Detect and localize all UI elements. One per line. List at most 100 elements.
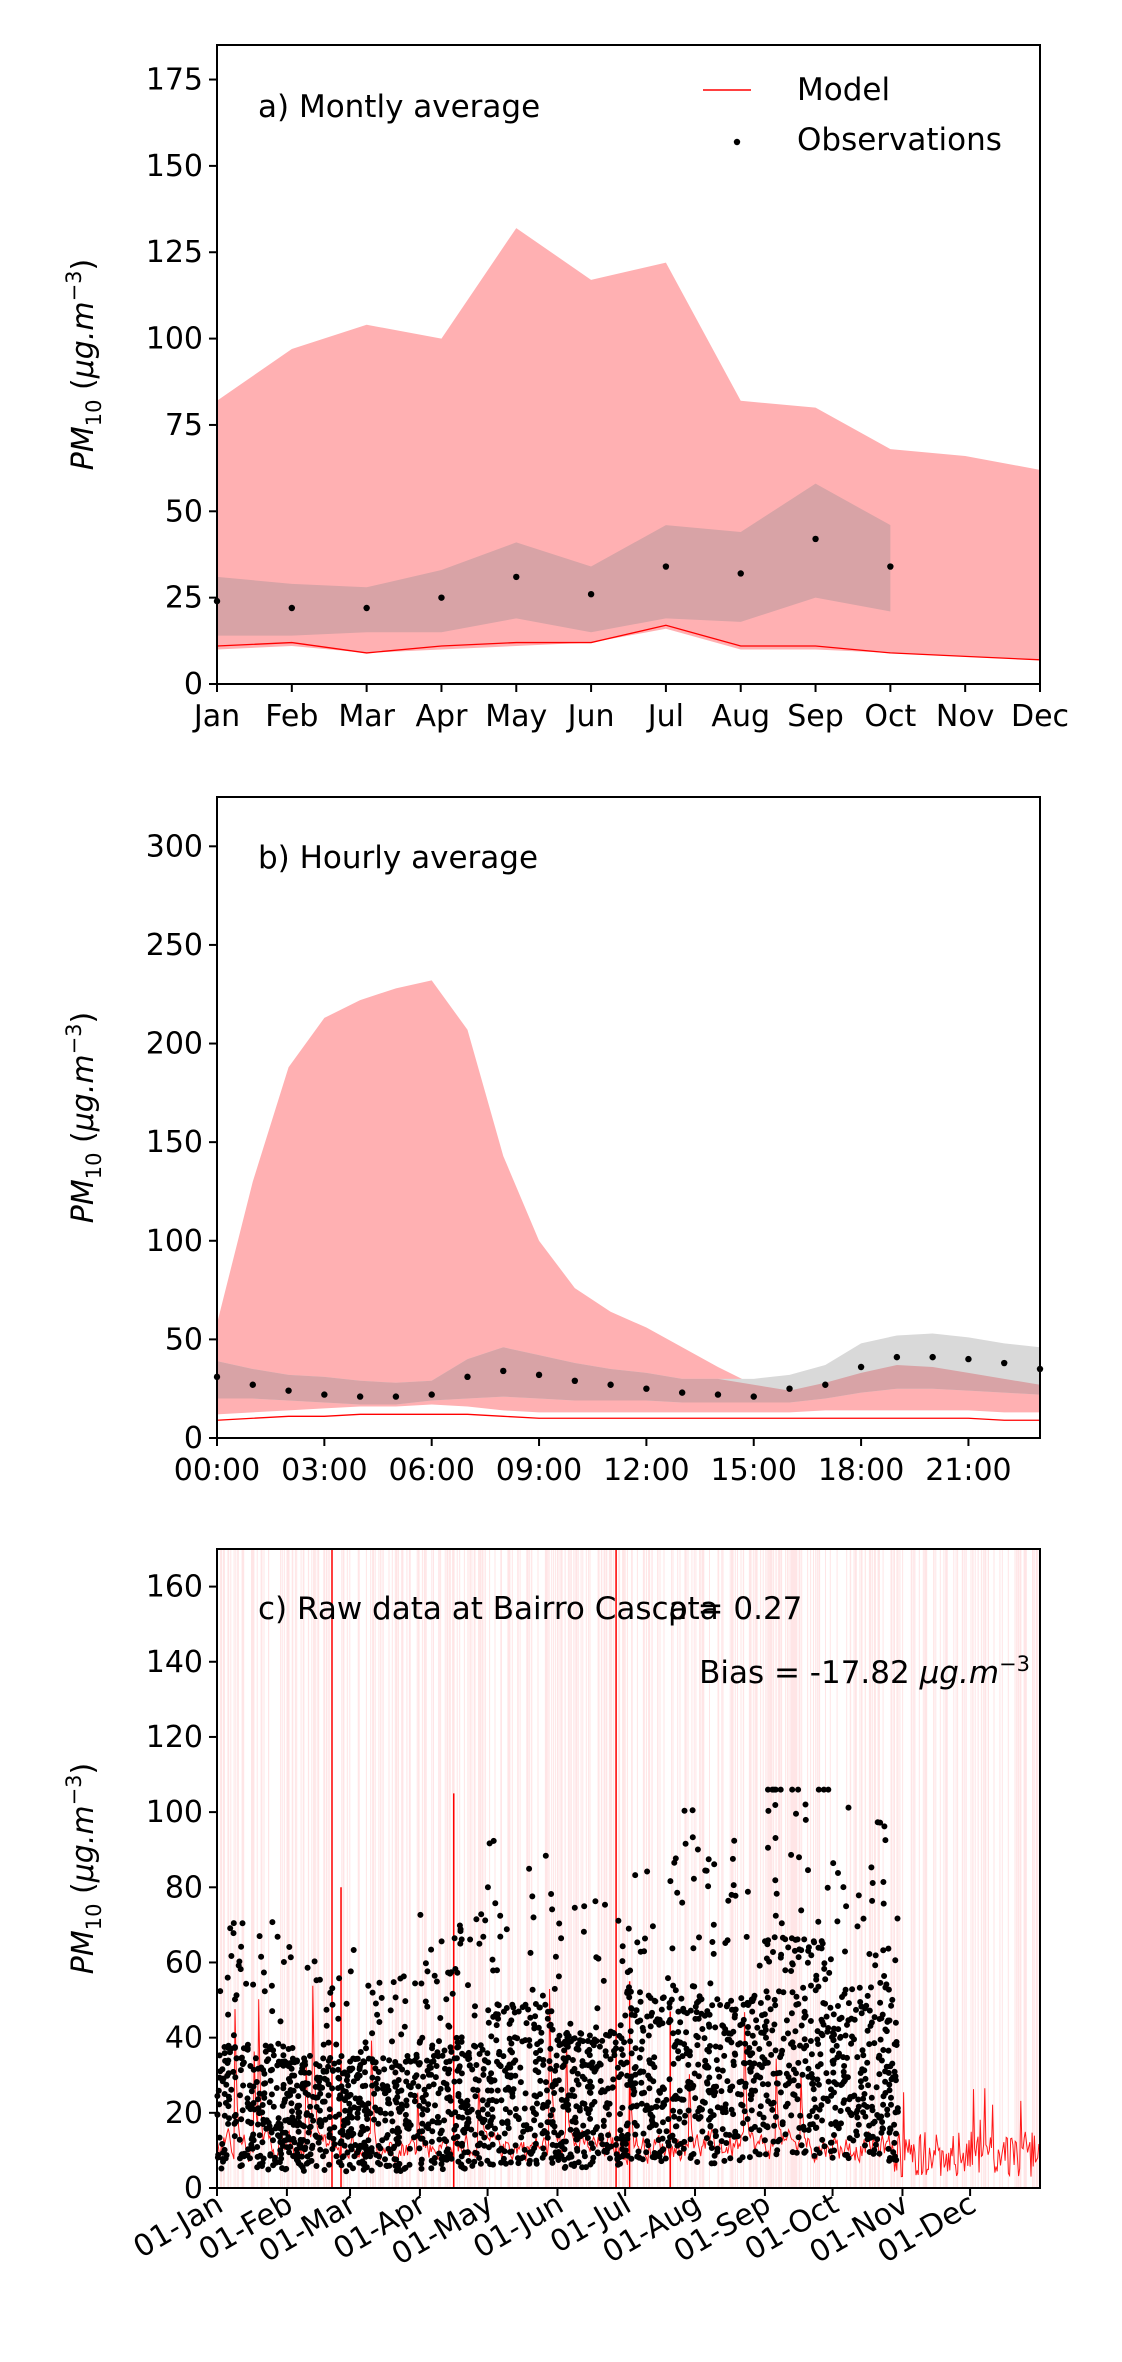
- observation-point: [965, 1355, 972, 1363]
- observation-point: [428, 1391, 435, 1398]
- y-tick-label: 0: [184, 2171, 203, 2206]
- panel-c: 02040608010012014016001-Jan01-Feb01-Mar0…: [128, 1548, 1041, 2272]
- panel-b: 0 50 100 150 200 250 300 00:00 03:00 06:00 09:00 12…: [146, 796, 1044, 1488]
- y-tick-label: 75: [165, 408, 203, 443]
- observation-point: [678, 1389, 686, 1396]
- unit-close: ): [66, 1012, 101, 1024]
- observation-point: [535, 1371, 543, 1379]
- bias-unit-exponent: −3: [999, 1652, 1030, 1676]
- observation-point: [737, 570, 744, 577]
- observation-point: [857, 1363, 865, 1371]
- x-tick-label: Sep: [787, 699, 844, 734]
- unit-close: ): [66, 1763, 101, 1775]
- panel-a: 0 25 50 75 100 125 150 175 Jan Feb Mar Apr May Jun Jul…: [146, 44, 1069, 734]
- x-tick-label: Jun: [566, 699, 615, 734]
- pm-subscript: 10: [82, 1904, 106, 1931]
- observation-point: [464, 1373, 471, 1381]
- observation-point: [513, 573, 520, 581]
- plot-frame: [216, 796, 1041, 1439]
- observation-range-band: [217, 483, 891, 636]
- observation-point: [363, 604, 370, 612]
- unit-close: ): [66, 259, 101, 271]
- legend-observations-swatch: [733, 138, 741, 146]
- y-tick-label: 160: [146, 1570, 203, 1605]
- y-tick-label: 20: [165, 2096, 203, 2131]
- y-tick-label: 80: [165, 1870, 203, 1905]
- panel-title: a) Montly average: [258, 89, 540, 125]
- unit-mu: μg.m: [66, 1054, 101, 1132]
- observation-point: [500, 1367, 507, 1375]
- y-tick-label: 300: [146, 829, 203, 864]
- y-axis-label-text: PM10 (μg.m−3): [62, 1012, 106, 1224]
- x-tick-label: 21:00: [925, 1453, 1011, 1488]
- x-tick-label: Oct: [864, 699, 916, 734]
- y-axis-label-text: PM10 (μg.m−3): [62, 259, 106, 471]
- observation-point: [714, 1391, 722, 1398]
- x-tick-label: Jul: [646, 699, 684, 734]
- observation-point: [607, 1381, 614, 1388]
- y-tick-label: 175: [146, 63, 203, 98]
- observation-point: [392, 1393, 400, 1400]
- observation-point: [662, 563, 670, 570]
- y-tick-label: 120: [146, 1720, 203, 1755]
- y-axis-label: PM10 (μg.m−3): [62, 1763, 106, 1975]
- unit-exponent: −3: [62, 270, 86, 301]
- y-tick-label: 50: [165, 494, 203, 529]
- y-tick-label: 125: [146, 235, 203, 270]
- bias-label: Bias = -17.82 μg.m−3: [699, 1652, 1030, 1691]
- y-tick-label: 100: [146, 1224, 203, 1259]
- observation-point: [321, 1391, 328, 1398]
- pm-symbol: PM: [66, 1179, 101, 1223]
- observation-point: [822, 1381, 829, 1388]
- x-tick-label: 18:00: [818, 1453, 904, 1488]
- bias-unit: μg.m: [919, 1655, 999, 1691]
- observation-point: [288, 604, 296, 612]
- x-tick-label: Feb: [265, 699, 318, 734]
- observation-point: [438, 594, 445, 601]
- panel-title: b) Hourly average: [258, 840, 538, 876]
- observation-point: [249, 1381, 256, 1388]
- y-tick-label: 0: [184, 667, 203, 702]
- x-tick-label: 06:00: [388, 1453, 474, 1488]
- y-tick-label: 50: [165, 1322, 203, 1357]
- x-tick-label: 09:00: [496, 1453, 582, 1488]
- unit-open: (: [66, 1882, 101, 1903]
- y-tick-label: 200: [146, 1027, 203, 1062]
- legend-observations-label: Observations: [797, 122, 1002, 158]
- observation-point: [929, 1353, 936, 1361]
- unit-exponent: −3: [62, 1023, 86, 1054]
- observation-point: [571, 1377, 579, 1385]
- y-tick-label: 250: [146, 928, 203, 963]
- observation-point: [786, 1385, 793, 1392]
- bias-value: Bias = -17.82: [699, 1655, 920, 1691]
- observation-point: [750, 1393, 757, 1400]
- model-line: [216, 1413, 1040, 1421]
- y-axis-label-text: PM10 (μg.m−3): [62, 1763, 106, 1975]
- x-tick-label: Aug: [711, 699, 770, 734]
- x-tick-label: Apr: [416, 699, 469, 734]
- y-tick-label: 140: [146, 1645, 203, 1680]
- pm-symbol: PM: [66, 426, 101, 470]
- y-tick-label: 150: [146, 149, 203, 184]
- y-tick-label: 40: [165, 2021, 203, 2056]
- observation-point: [1001, 1359, 1008, 1367]
- observation-points: [214, 1786, 901, 2175]
- observation-point: [356, 1393, 364, 1400]
- observation-point: [587, 590, 595, 598]
- y-tick-label: 100: [146, 1795, 203, 1830]
- x-tick-label: Nov: [936, 699, 995, 734]
- observation-point: [812, 535, 819, 543]
- observation-point: [887, 563, 894, 570]
- unit-exponent: −3: [62, 1774, 86, 1805]
- y-axis-label: PM10 (μg.m−3): [62, 259, 106, 471]
- unit-mu: μg.m: [66, 301, 101, 379]
- unit-open: (: [66, 1131, 101, 1152]
- x-tick-label: 00:00: [174, 1453, 260, 1488]
- legend-model-label: Model: [797, 72, 890, 108]
- plot-frame: [216, 44, 1041, 685]
- x-tick-label: 03:00: [281, 1453, 367, 1488]
- x-tick-label: Jan: [192, 699, 240, 734]
- x-tick-label: Mar: [338, 699, 395, 734]
- y-tick-label: 60: [165, 1945, 203, 1980]
